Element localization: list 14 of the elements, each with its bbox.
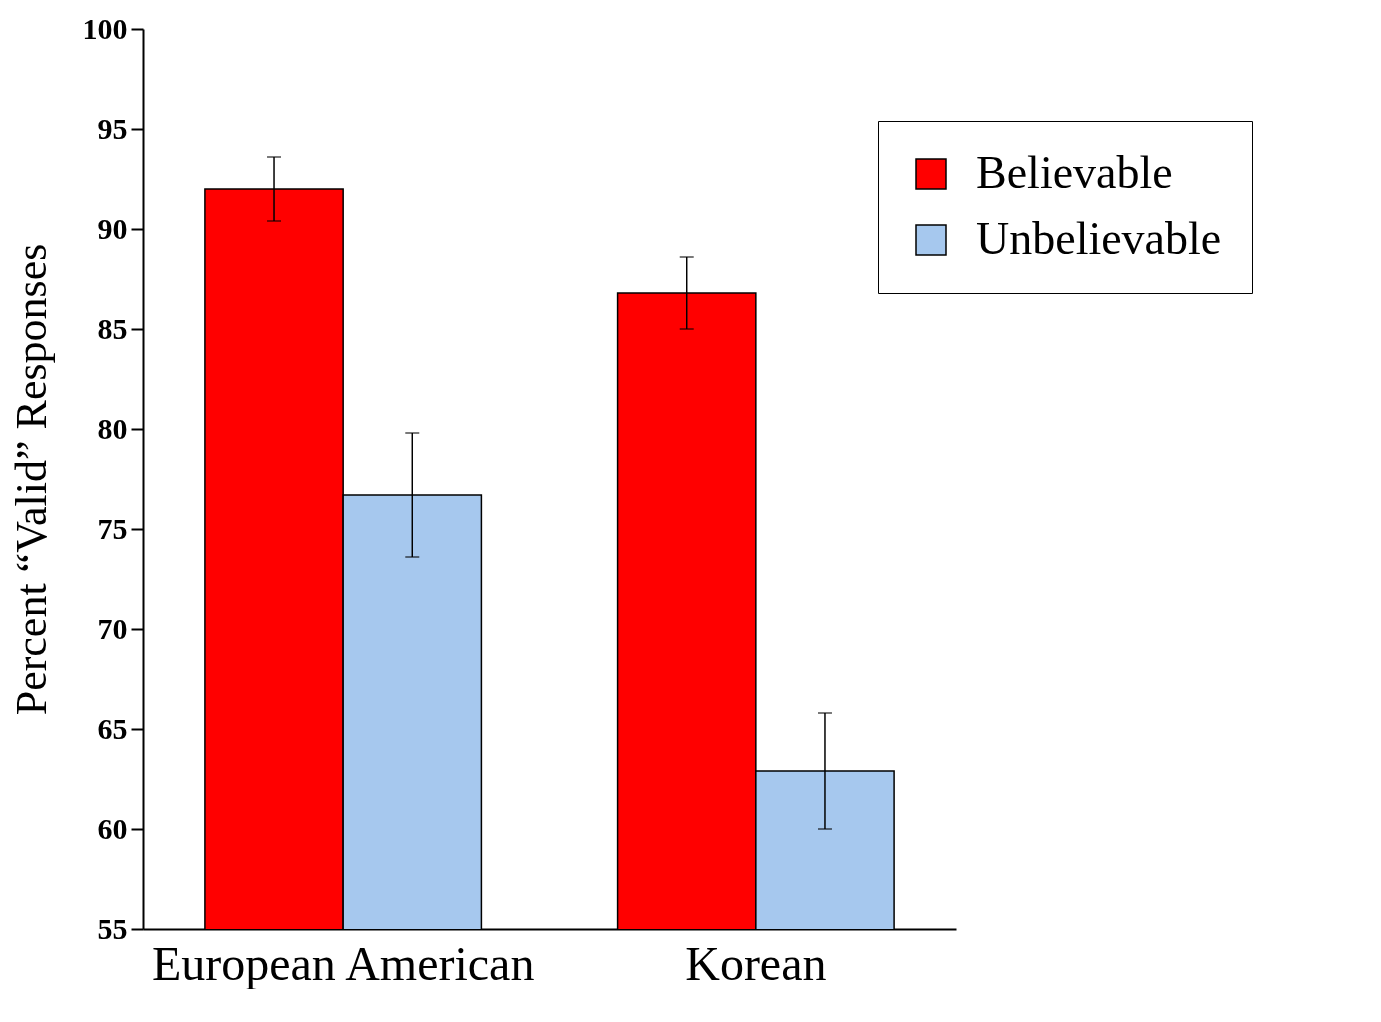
y-tick-label: 55: [97, 911, 128, 945]
x-tick-label: Korean: [685, 936, 827, 990]
y-tick-label: 90: [97, 211, 128, 245]
y-tick-label: 60: [97, 811, 128, 845]
y-tick-label: 95: [97, 111, 128, 145]
y-tick-label: 65: [97, 711, 128, 745]
y-tick-label: 100: [82, 11, 128, 45]
legend-label: Unbelievable: [976, 213, 1222, 264]
y-tick-label: 80: [97, 411, 128, 445]
legend-label: Believable: [976, 147, 1173, 198]
y-tick-label: 70: [97, 611, 128, 645]
y-tick-label: 85: [97, 311, 128, 345]
y-tick-label: 75: [97, 511, 128, 545]
y-axis-title: Percent “Valid” Responses: [6, 243, 56, 716]
